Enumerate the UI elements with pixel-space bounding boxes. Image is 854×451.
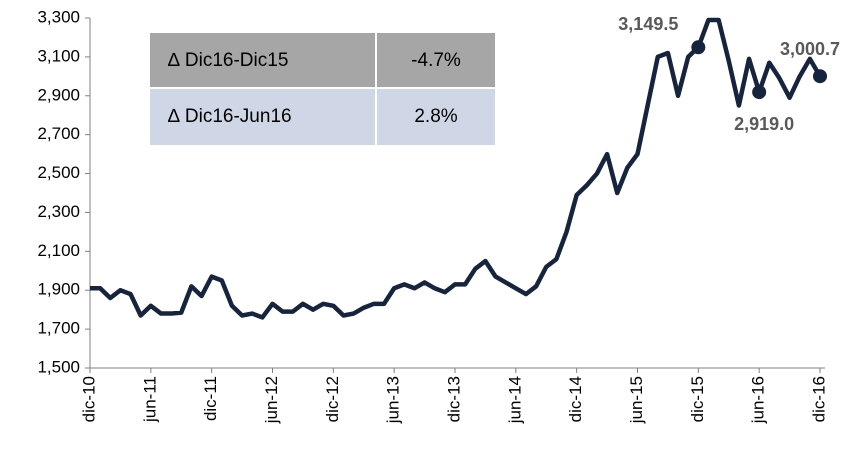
y-tick-label: 3,100 bbox=[37, 46, 80, 65]
x-tick-label: jun-15 bbox=[627, 376, 646, 424]
x-tick-label: jun-13 bbox=[384, 376, 403, 424]
table-cell bbox=[150, 33, 375, 87]
y-tick-label: 2,100 bbox=[37, 241, 80, 260]
table-cell bbox=[377, 89, 495, 145]
marker bbox=[691, 40, 706, 55]
table-text: 2.8% bbox=[414, 106, 457, 127]
x-tick-label: jun-14 bbox=[505, 376, 524, 424]
table-text: ∆ Dic16-Jun16 bbox=[168, 106, 292, 127]
marker bbox=[813, 69, 827, 84]
x-tick-label: dic-15 bbox=[688, 376, 707, 422]
x-tick-label: dic-12 bbox=[323, 376, 342, 422]
x-tick-label: dic-10 bbox=[79, 376, 98, 422]
x-tick-label: jun-11 bbox=[140, 376, 159, 423]
y-tick-label: 1,700 bbox=[37, 319, 80, 338]
value-label: 3,000.7 bbox=[780, 39, 840, 59]
x-tick-label: dic-11 bbox=[201, 376, 220, 421]
x-tick-label: dic-16 bbox=[809, 376, 828, 422]
x-tick-label: dic-14 bbox=[566, 376, 585, 422]
y-tick-label: 2,900 bbox=[37, 85, 80, 104]
table-text: -4.7% bbox=[411, 50, 461, 71]
x-tick-label: dic-13 bbox=[444, 376, 463, 422]
table-cell bbox=[377, 33, 495, 87]
x-tick-label: jun-12 bbox=[262, 376, 281, 424]
table-cell bbox=[150, 89, 375, 145]
value-label: 3,149.5 bbox=[618, 14, 678, 34]
y-tick-label: 1,900 bbox=[37, 280, 80, 299]
y-tick-label: 1,500 bbox=[37, 357, 80, 376]
value-label: 2,919.0 bbox=[734, 114, 794, 134]
marker bbox=[752, 85, 767, 100]
y-tick-label: 2,700 bbox=[37, 124, 80, 143]
y-tick-label: 2,300 bbox=[37, 202, 80, 221]
y-tick-label: 2,500 bbox=[37, 163, 80, 182]
x-tick-label: jun-16 bbox=[749, 376, 768, 424]
table-text: ∆ Dic16-Dic15 bbox=[168, 50, 288, 71]
y-tick-label: 3,300 bbox=[37, 7, 80, 26]
